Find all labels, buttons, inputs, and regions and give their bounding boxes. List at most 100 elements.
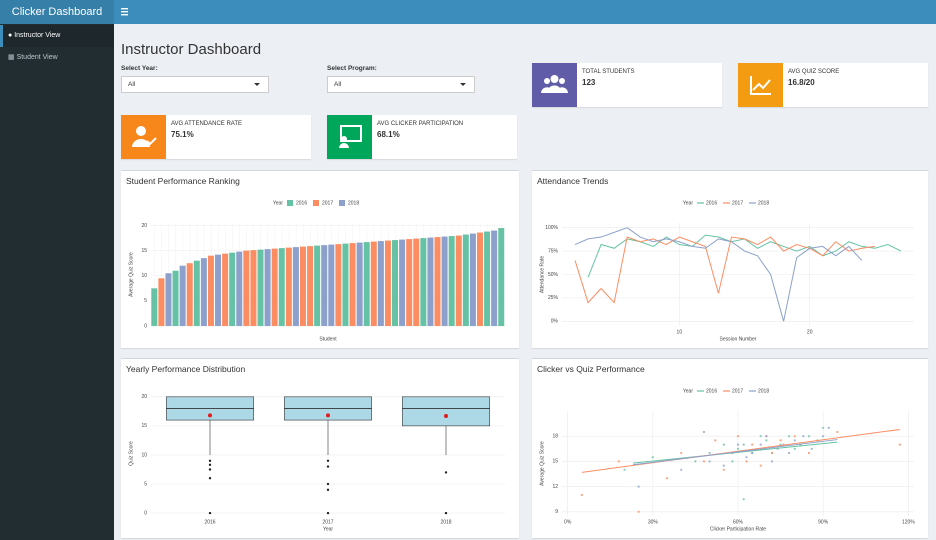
point — [708, 460, 711, 463]
kpi-box: AVG QUIZ SCORE 16.8/20 — [738, 63, 928, 107]
point — [637, 485, 640, 488]
bar — [285, 247, 292, 326]
legend-label: 2017 — [322, 200, 333, 206]
legend-label: 2016 — [706, 388, 717, 394]
bar — [151, 288, 158, 326]
bar — [158, 278, 165, 326]
point — [745, 456, 748, 459]
bar — [172, 270, 179, 326]
box — [402, 396, 490, 427]
y-tick-label: 0 — [144, 323, 147, 329]
menu-toggle[interactable] — [121, 7, 131, 17]
legend-label: 2016 — [296, 200, 307, 206]
bar — [186, 263, 193, 326]
bar — [271, 248, 278, 326]
point — [736, 435, 740, 438]
point — [765, 439, 768, 442]
chart: 0 5 10 15 20 Year Quiz Score 2016 2017 2018 — [128, 394, 505, 532]
bar — [278, 248, 285, 326]
x-tick-label: 2017 — [322, 519, 333, 525]
line-series — [574, 236, 875, 304]
bar — [462, 234, 469, 326]
chart-title: Student Performance Ranking — [126, 176, 240, 186]
point — [759, 435, 762, 438]
menu-label: Student View — [16, 54, 58, 61]
page-title: Instructor Dashboard — [121, 41, 262, 58]
point — [802, 435, 805, 438]
y-tick-label: 5 — [144, 481, 147, 487]
outlier — [444, 511, 448, 515]
bar — [384, 240, 391, 326]
y-axis-title: Quiz Score — [128, 441, 134, 466]
x-tick-label: 10 — [677, 329, 683, 335]
trend-line — [581, 428, 900, 473]
kpi-label: TOTAL STUDENTS — [582, 69, 635, 75]
outlier — [326, 488, 330, 492]
filter-label: Select Year: — [121, 65, 158, 72]
bar — [469, 233, 476, 326]
line-series — [574, 227, 863, 322]
point — [793, 435, 796, 438]
point — [827, 426, 830, 429]
menu-item[interactable]: ● Instructor View — [0, 25, 114, 47]
bar — [299, 246, 306, 326]
point — [694, 460, 697, 463]
point — [759, 443, 762, 446]
point — [745, 460, 748, 463]
select[interactable]: All — [121, 76, 269, 93]
y-tick-label: 50% — [548, 272, 559, 278]
line-series — [587, 234, 902, 278]
point — [736, 443, 740, 446]
menu-item[interactable]: ▦ Student View — [8, 54, 58, 61]
outlier — [208, 463, 212, 467]
legend-label: 2018 — [348, 200, 359, 206]
legend-swatch — [339, 200, 345, 206]
y-tick-label: 75% — [548, 248, 559, 254]
point — [751, 443, 754, 446]
sidebar: Clicker Dashboard ● Instructor View ▦ St… — [0, 0, 114, 540]
bar — [413, 238, 420, 326]
y-tick-label: 0 — [144, 510, 147, 516]
x-tick-label: 60% — [733, 519, 744, 525]
bar — [498, 228, 505, 326]
outlier — [326, 459, 330, 462]
point — [742, 498, 745, 501]
kpi-icon — [121, 115, 166, 159]
y-tick-label: 0% — [551, 319, 559, 325]
kpi-value: 75.1% — [171, 130, 194, 139]
y-tick-label: 25% — [548, 295, 559, 301]
point — [580, 493, 583, 497]
outlier — [208, 477, 212, 480]
point — [665, 477, 669, 480]
kpi-label: AVG ATTENDANCE RATE — [171, 121, 243, 127]
outlier — [208, 511, 212, 515]
legend-label: 2016 — [706, 200, 717, 206]
kpi-icon — [327, 115, 372, 159]
x-axis-title: Year — [323, 526, 333, 532]
bar — [476, 232, 483, 326]
outlier — [444, 471, 448, 474]
logo[interactable]: Clicker Dashboard — [0, 0, 114, 24]
kpi-icon — [532, 63, 577, 107]
legend-label: 2018 — [758, 388, 769, 394]
chart-panel: Attendance Trends 0% 25% 50% 75% 100% 10 20 Ses… — [532, 170, 928, 348]
legend-label: 2018 — [758, 200, 769, 206]
bar — [420, 238, 427, 326]
bar — [229, 252, 236, 326]
bar — [243, 250, 250, 326]
point — [651, 456, 654, 459]
kpi-value: 123 — [582, 78, 596, 87]
x-axis-title: Student — [319, 336, 337, 342]
chart: 0% 25% 50% 75% 100% 10 20 Session Number Attenda… — [539, 200, 914, 342]
bar — [264, 249, 271, 326]
mean — [208, 413, 212, 418]
point — [770, 460, 774, 463]
chart-title: Yearly Performance Distribution — [126, 364, 246, 374]
bar — [448, 236, 455, 326]
select[interactable]: All — [327, 76, 475, 93]
filter-label: Select Program: — [327, 65, 377, 72]
x-axis-title: Clicker Participation Rate — [710, 526, 766, 532]
kpi-value: 16.8/20 — [788, 78, 815, 87]
bar — [406, 239, 413, 326]
y-tick-label: 10 — [141, 273, 147, 279]
